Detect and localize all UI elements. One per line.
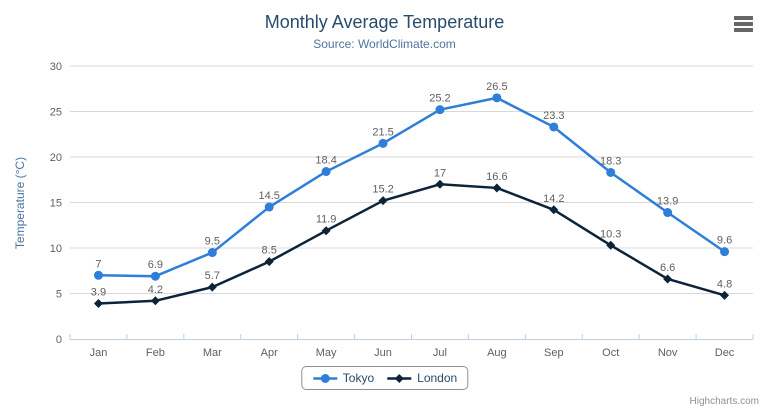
data-point-marker-tokyo[interactable]	[207, 248, 217, 258]
data-point-label: 13.9	[657, 196, 678, 208]
diamond-legend-marker-icon	[387, 373, 412, 383]
data-point-label: 9.6	[717, 235, 732, 247]
circle-legend-marker-icon	[312, 373, 337, 383]
data-point-marker-london[interactable]	[93, 299, 103, 309]
data-point-marker-tokyo[interactable]	[720, 247, 730, 257]
chart-title: Monthly Average Temperature	[264, 12, 505, 32]
data-point-marker-tokyo[interactable]	[663, 208, 673, 218]
data-point-marker-london[interactable]	[321, 226, 331, 236]
hamburger-icon	[733, 16, 753, 32]
y-axis-tick-label: 10	[50, 243, 62, 255]
data-point-marker-london[interactable]	[549, 205, 559, 215]
data-point-label: 7	[95, 258, 101, 270]
data-point-label: 5.7	[205, 270, 220, 282]
data-point-label: 26.5	[486, 81, 507, 93]
data-point-marker-tokyo[interactable]	[492, 93, 502, 103]
data-point-label: 10.3	[600, 228, 621, 240]
x-axis-tick-label: Oct	[602, 347, 619, 359]
x-axis-tick-label: Aug	[487, 347, 507, 359]
data-point-marker-london[interactable]	[492, 183, 502, 193]
data-point-marker-london[interactable]	[150, 296, 160, 306]
y-axis-tick-label: 15	[50, 198, 62, 210]
legend: Tokyo London	[300, 366, 469, 390]
data-point-marker-tokyo[interactable]	[606, 167, 616, 177]
data-point-marker-london[interactable]	[378, 196, 388, 206]
data-point-label: 9.5	[205, 236, 220, 248]
data-point-label: 17	[434, 167, 446, 179]
data-point-label: 14.2	[543, 193, 564, 205]
x-axis-tick-label: Dec	[715, 347, 735, 359]
data-point-label: 15.2	[372, 184, 393, 196]
y-axis-tick-label: 20	[50, 152, 62, 164]
x-axis-tick-label: Jun	[374, 347, 392, 359]
x-axis-tick-label: Jan	[90, 347, 108, 359]
x-axis-tick-label: May	[316, 347, 337, 359]
data-point-marker-london[interactable]	[663, 274, 673, 284]
data-point-label: 11.9	[316, 214, 337, 226]
data-point-label: 18.4	[315, 155, 336, 167]
data-point-label: 25.2	[429, 93, 450, 105]
data-point-label: 4.8	[717, 278, 732, 290]
data-point-label: 18.3	[600, 155, 621, 167]
data-point-marker-tokyo[interactable]	[93, 270, 103, 280]
data-point-marker-tokyo[interactable]	[435, 105, 445, 115]
legend-item-tokyo[interactable]: Tokyo	[312, 371, 374, 385]
data-point-label: 16.6	[486, 171, 507, 183]
data-point-marker-tokyo[interactable]	[549, 122, 559, 132]
x-axis-tick-label: Sep	[544, 347, 564, 359]
data-point-marker-tokyo[interactable]	[321, 167, 331, 177]
y-axis-tick-label: 0	[56, 334, 62, 346]
data-point-label: 6.9	[148, 259, 163, 271]
legend-item-label: Tokyo	[342, 371, 375, 385]
y-axis-tick-label: 5	[56, 289, 62, 301]
x-axis-tick-label: Feb	[146, 347, 165, 359]
y-axis-tick-label: 25	[50, 107, 62, 119]
x-axis-tick-label: Jul	[433, 347, 447, 359]
data-point-label: 8.5	[262, 245, 277, 257]
chart-context-menu-button[interactable]	[731, 14, 755, 36]
data-point-marker-tokyo[interactable]	[150, 271, 160, 281]
data-point-marker-london[interactable]	[435, 179, 445, 189]
chart-subtitle: Source: WorldClimate.com	[313, 37, 456, 51]
data-point-label: 4.2	[148, 284, 163, 296]
series-line-tokyo[interactable]	[97, 96, 726, 278]
data-point-label: 23.3	[543, 110, 564, 122]
data-point-marker-london[interactable]	[264, 257, 274, 267]
data-point-marker-london[interactable]	[207, 282, 217, 292]
series-line-london[interactable]	[97, 183, 726, 305]
legend-item-london[interactable]: London	[386, 371, 457, 385]
data-point-label: 6.6	[660, 262, 675, 274]
x-axis-tick-label: Mar	[203, 347, 222, 359]
data-point-label: 21.5	[372, 126, 393, 138]
data-point-marker-london[interactable]	[720, 290, 730, 300]
x-axis-tick-label: Nov	[658, 347, 678, 359]
x-axis-tick-label: Apr	[261, 347, 278, 359]
credits-link[interactable]: Highcharts.com	[689, 396, 759, 407]
data-point-label: 3.9	[91, 287, 106, 299]
data-point-marker-london[interactable]	[606, 240, 616, 250]
data-point-label: 14.5	[258, 190, 279, 202]
legend-item-label: London	[417, 371, 458, 385]
data-point-marker-tokyo[interactable]	[264, 202, 274, 212]
y-axis-tick-label: 30	[50, 61, 62, 73]
data-point-marker-tokyo[interactable]	[378, 138, 388, 148]
